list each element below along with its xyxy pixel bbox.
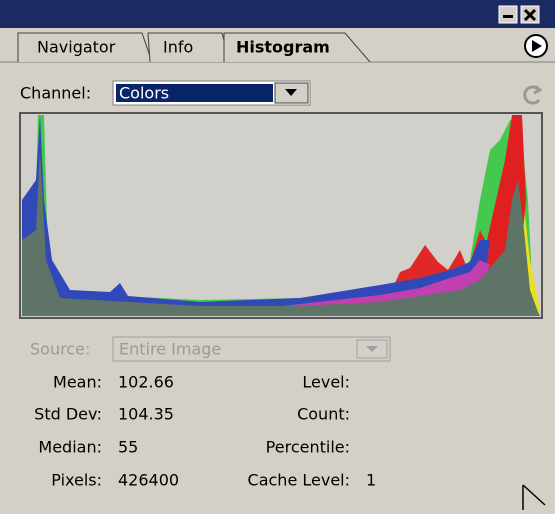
tab-label: Info (163, 38, 193, 57)
stat-value: 426400 (118, 471, 179, 490)
selection-highlight (116, 84, 273, 102)
close-icon (523, 8, 537, 22)
dropdown-arrow (285, 89, 297, 96)
source-value: Entire Image (119, 340, 221, 359)
stat-label: Pixels: (51, 471, 102, 490)
tab-label: Navigator (37, 38, 116, 57)
title-bar (0, 0, 555, 28)
stat-label: Cache Level: (248, 471, 350, 490)
stat-value: 55 (118, 438, 138, 457)
source-label: Source: (30, 340, 90, 359)
minimize-button[interactable] (498, 5, 518, 24)
source-select (112, 336, 391, 362)
stat-value: 102.66 (118, 373, 174, 392)
stat-label: Std Dev: (34, 405, 102, 424)
channel-label: Channel: (20, 84, 91, 103)
stat-label: Mean: (53, 373, 102, 392)
resize-cursor (522, 484, 546, 510)
tab-active[interactable] (223, 32, 371, 63)
stat-value: 104.35 (118, 405, 174, 424)
histogram-gray (22, 150, 540, 316)
stat-label: Count: (297, 405, 350, 424)
menu-icon (532, 40, 542, 52)
tab[interactable] (17, 32, 153, 63)
dropdown-arrow (366, 346, 378, 352)
stat-value: 1 (366, 471, 376, 490)
channel-value: Colors (119, 84, 169, 103)
tab-label: Histogram (236, 38, 330, 57)
refresh-icon[interactable] (523, 84, 543, 105)
minimize-icon (503, 15, 513, 18)
stat-label: Median: (38, 438, 102, 457)
stat-label: Percentile: (266, 438, 350, 457)
stat-label: Level: (302, 373, 350, 392)
